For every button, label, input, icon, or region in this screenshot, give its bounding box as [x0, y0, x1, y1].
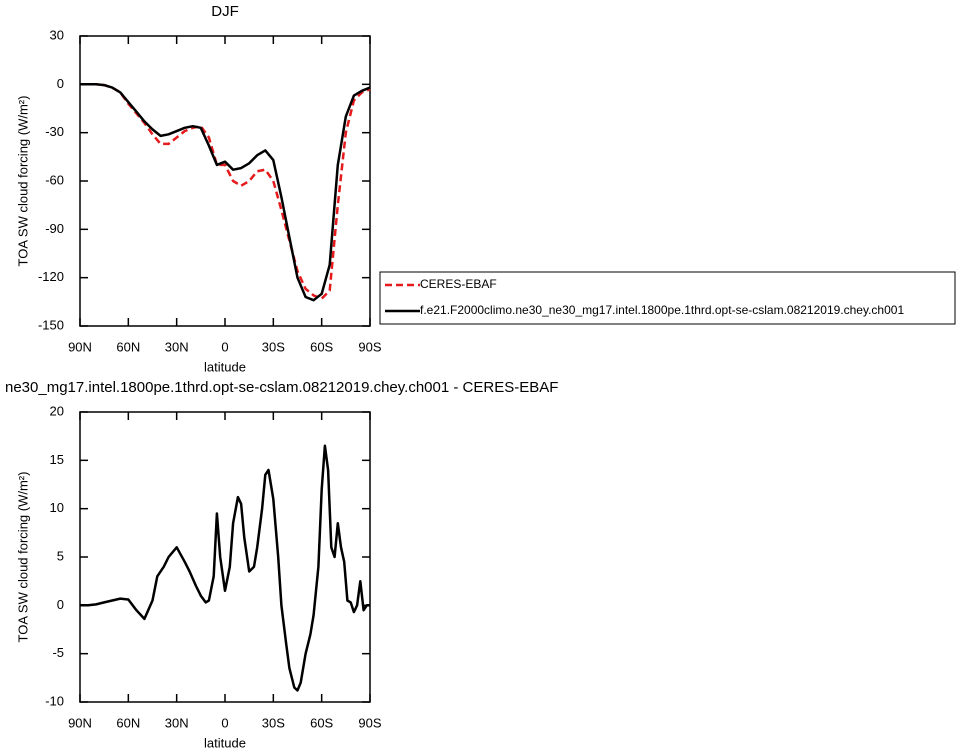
y-tick-label: 0 [57, 76, 64, 91]
x-tick-label: 30S [262, 339, 285, 354]
x-tick-label: 90N [68, 339, 92, 354]
legend-label: CERES-EBAF [420, 277, 497, 291]
y-tick-label: -120 [38, 269, 64, 284]
x-tick-label: 60N [116, 715, 140, 730]
y-tick-label: 20 [50, 403, 64, 418]
plot-frame [79, 411, 371, 703]
x-axis-label: latitude [204, 735, 246, 750]
x-tick-label: 90S [358, 339, 381, 354]
y-tick-label: -10 [45, 693, 64, 708]
x-tick-label: 0 [221, 715, 228, 730]
x-tick-label: 60S [310, 339, 333, 354]
x-tick-label: 90S [358, 715, 381, 730]
chart-title: DJF [211, 3, 239, 20]
legend-label: f.e21.F2000climo.ne30_ne30_mg17.intel.18… [420, 303, 904, 317]
x-tick-label: 90N [68, 715, 92, 730]
data-line [80, 83, 371, 300]
y-tick-label: -150 [38, 317, 64, 332]
chart-title: ne30_mg17.intel.1800pe.1thrd.opt-se-csla… [5, 379, 558, 396]
y-tick-label: 10 [50, 500, 64, 515]
data-line [80, 83, 371, 302]
y-tick-label: -5 [52, 645, 64, 660]
y-axis-label: TOA SW cloud forcing (W/m²) [15, 472, 30, 643]
y-tick-label: 15 [50, 452, 64, 467]
y-axis-label: TOA SW cloud forcing (W/m²) [15, 96, 30, 267]
x-tick-label: 30N [165, 339, 189, 354]
y-tick-label: 0 [57, 597, 64, 612]
x-tick-label: 0 [221, 339, 228, 354]
x-axis-label: latitude [204, 359, 246, 374]
y-tick-label: 5 [57, 548, 64, 563]
y-tick-label: -60 [45, 172, 64, 187]
data-line [80, 444, 370, 692]
x-tick-label: 60N [116, 339, 140, 354]
y-tick-label: -90 [45, 221, 64, 236]
x-tick-label: 30N [165, 715, 189, 730]
y-tick-label: -30 [45, 124, 64, 139]
x-tick-label: 30S [262, 715, 285, 730]
plot-frame [79, 35, 371, 327]
x-tick-label: 60S [310, 715, 333, 730]
y-tick-label: 30 [50, 27, 64, 42]
legend-box [379, 271, 956, 325]
